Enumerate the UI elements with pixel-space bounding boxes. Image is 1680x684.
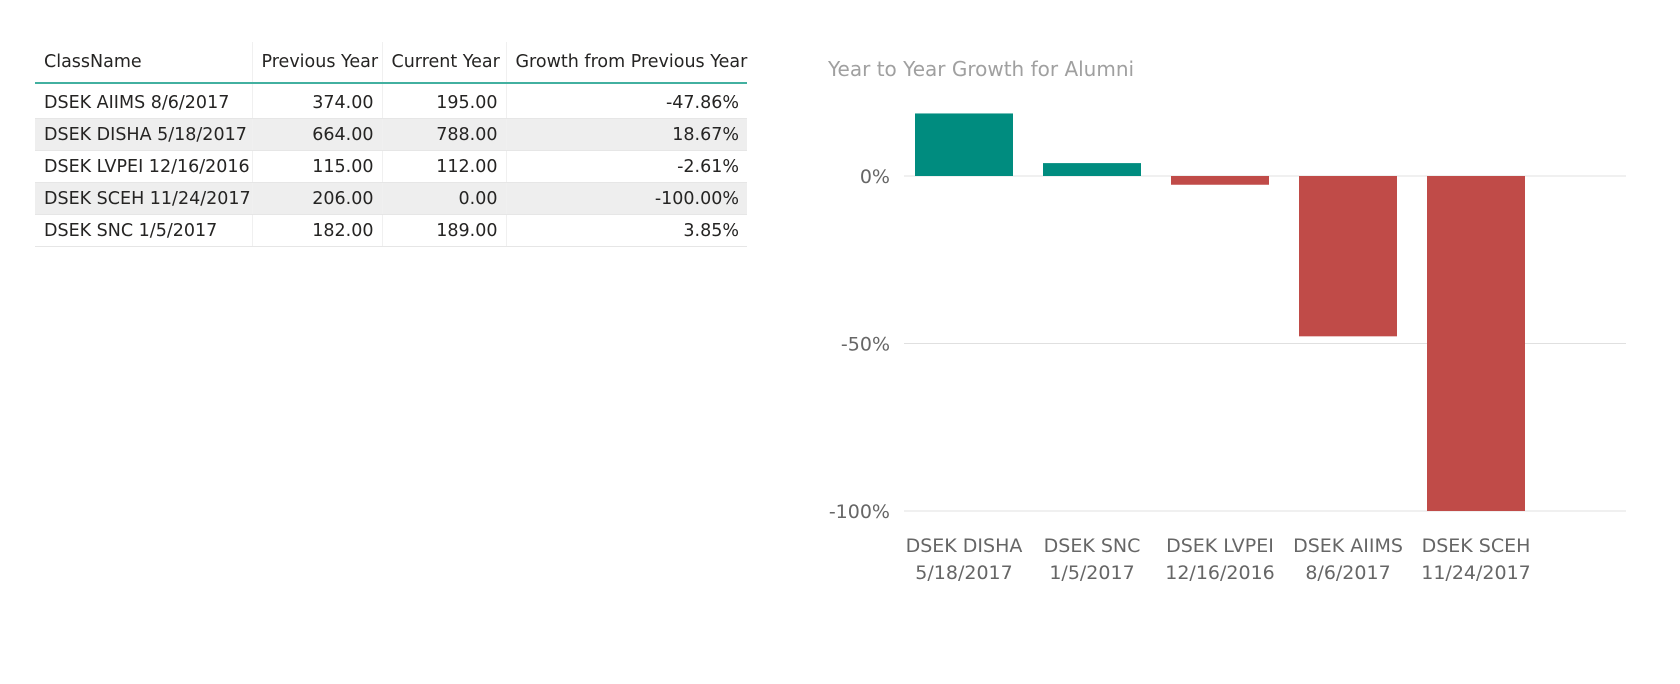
column-header-current-year[interactable]: Current Year xyxy=(381,42,506,84)
cell-class-name: DSEK DISHA 5/18/2017 xyxy=(35,118,252,151)
bar[interactable] xyxy=(1299,176,1397,337)
chart-title: Year to Year Growth for Alumni xyxy=(828,57,1135,81)
x-tick-label: DSEK DISHA 5/18/2017 xyxy=(906,535,1023,584)
cell-growth: -100.00% xyxy=(505,182,747,215)
y-tick-label: 0% xyxy=(860,166,890,188)
table-row[interactable]: DSEK LVPEI 12/16/2016 115.00 112.00 -2.6… xyxy=(35,150,747,183)
cell-current-year: 189.00 xyxy=(381,214,506,247)
bar[interactable] xyxy=(1043,163,1141,176)
y-tick-label: -50% xyxy=(841,334,890,356)
bar[interactable] xyxy=(1427,176,1525,511)
cell-current-year: 112.00 xyxy=(381,150,506,183)
x-tick-label: DSEK SCEH 11/24/2017 xyxy=(1421,535,1531,584)
cell-previous-year: 115.00 xyxy=(251,150,382,183)
column-header-growth[interactable]: Growth from Previous Year xyxy=(505,42,747,84)
cell-class-name: DSEK SCEH 11/24/2017 xyxy=(35,182,252,215)
cell-previous-year: 206.00 xyxy=(251,182,382,215)
cell-class-name: DSEK AIIMS 8/6/2017 xyxy=(35,83,252,119)
table-header-row: ClassName Previous Year Current Year Gro… xyxy=(35,42,747,84)
x-axis-labels: DSEK DISHA 5/18/2017 DSEK SNC 1/5/2017 DSEK … xyxy=(906,535,1531,584)
cell-current-year: 195.00 xyxy=(381,83,506,119)
cell-growth: -2.61% xyxy=(505,150,747,183)
bar[interactable] xyxy=(1171,176,1269,185)
table-row[interactable]: DSEK SNC 1/5/2017 182.00 189.00 3.85% xyxy=(35,214,747,247)
x-tick-label: DSEK SNC 1/5/2017 xyxy=(1044,535,1141,584)
y-axis-labels: 0% -50% -100% xyxy=(829,166,890,523)
bar[interactable] xyxy=(915,113,1013,176)
cell-previous-year: 182.00 xyxy=(251,214,382,247)
cell-class-name: DSEK LVPEI 12/16/2016 xyxy=(35,150,252,183)
column-header-classname[interactable]: ClassName xyxy=(35,42,252,84)
cell-growth: -47.86% xyxy=(505,83,747,119)
cell-current-year: 0.00 xyxy=(381,182,506,215)
table-row[interactable]: DSEK SCEH 11/24/2017 206.00 0.00 -100.00… xyxy=(35,182,747,215)
table-row[interactable]: DSEK DISHA 5/18/2017 664.00 788.00 18.67… xyxy=(35,118,747,151)
cell-growth: 18.67% xyxy=(505,118,747,151)
growth-table: ClassName Previous Year Current Year Gro… xyxy=(35,42,747,247)
cell-class-name: DSEK SNC 1/5/2017 xyxy=(35,214,252,247)
column-header-previous-year[interactable]: Previous Year xyxy=(251,42,382,84)
y-tick-label: -100% xyxy=(829,501,890,523)
bars xyxy=(915,113,1525,511)
x-tick-label: DSEK AIIMS 8/6/2017 xyxy=(1293,535,1403,584)
cell-previous-year: 664.00 xyxy=(251,118,382,151)
cell-growth: 3.85% xyxy=(505,214,747,247)
cell-previous-year: 374.00 xyxy=(251,83,382,119)
growth-table-visual: ClassName Previous Year Current Year Gro… xyxy=(35,42,747,247)
cell-current-year: 788.00 xyxy=(381,118,506,151)
table-row[interactable]: DSEK AIIMS 8/6/2017 374.00 195.00 -47.86… xyxy=(35,83,747,119)
x-tick-label: DSEK LVPEI 12/16/2016 xyxy=(1165,535,1275,584)
